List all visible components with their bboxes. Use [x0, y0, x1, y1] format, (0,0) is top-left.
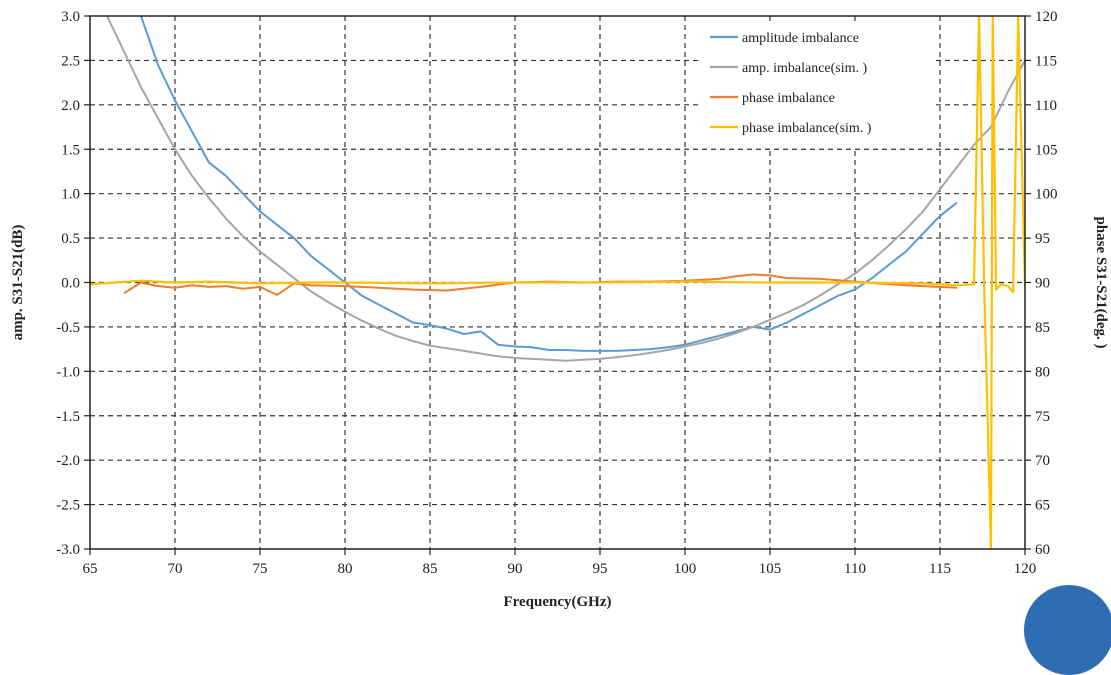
x-tick-label: 120 [1014, 561, 1037, 577]
y2-tick-label: 80 [1035, 364, 1050, 380]
y2-tick-label: 60 [1035, 542, 1050, 558]
y-tick-label: 2.0 [61, 98, 80, 114]
plot-series [90, 16, 1025, 549]
y2-tick-label: 100 [1035, 187, 1058, 203]
legend: amplitude imbalance amp. imbalance(sim. )… [700, 22, 932, 148]
x-tick-label: 90 [508, 561, 523, 577]
series-line-3 [90, 16, 1025, 549]
y-tick-label: -2.5 [56, 498, 80, 514]
x-tick-label: 75 [253, 561, 268, 577]
y2-tick-label: 75 [1035, 409, 1050, 425]
x-tick-label: 110 [844, 561, 866, 577]
y2-tick-label: 65 [1035, 498, 1050, 514]
y-tick-label: 0.5 [61, 231, 80, 247]
x-axis-label: Frequency(GHz) [503, 594, 611, 610]
y-tick-label: 3.0 [61, 9, 80, 25]
y-tick-label: -2.0 [56, 453, 80, 469]
series-line-0 [140, 16, 958, 352]
y-tick-label: -0.5 [56, 320, 80, 336]
x-tick-label: 65 [83, 561, 98, 577]
y-axis-label: amp. S31-S21(dB) [10, 225, 26, 341]
y2-tick-label: 110 [1035, 98, 1057, 114]
x-tick-label: 70 [168, 561, 183, 577]
y-axis-ticks: 3.0 2.5 2.0 1.5 1.0 0.5 0.0 -0.5 -1.0 -1.5 -2.0 -2.… [56, 9, 90, 558]
y-tick-label: 1.0 [61, 187, 80, 203]
y2-axis-label: phase S31-S21(deg. ) [1093, 216, 1109, 348]
legend-label-1: amp. imbalance(sim. ) [742, 61, 868, 76]
series-line-2 [123, 273, 958, 296]
y-tick-label: -3.0 [56, 542, 80, 558]
y2-tick-label: 95 [1035, 231, 1050, 247]
y2-tick-label: 70 [1035, 453, 1050, 469]
legend-label-3: phase imbalance(sim. ) [742, 121, 872, 136]
y2-axis-ticks: 120 115 110 105 100 95 90 85 80 75 70 65 60 [1025, 9, 1058, 558]
y-tick-label: -1.5 [56, 409, 80, 425]
y2-tick-label: 90 [1035, 276, 1050, 292]
x-tick-label: 85 [423, 561, 438, 577]
legend-background [700, 22, 932, 148]
y-tick-label: 1.5 [61, 142, 80, 158]
legend-label-0: amplitude imbalance [742, 31, 859, 46]
x-tick-label: 105 [759, 561, 782, 577]
y-tick-label: -1.0 [56, 364, 80, 380]
y2-tick-label: 115 [1035, 53, 1057, 69]
logo [1024, 585, 1111, 675]
x-tick-label: 100 [674, 561, 697, 577]
y2-tick-label: 85 [1035, 320, 1050, 336]
y2-tick-label: 105 [1035, 142, 1058, 158]
x-tick-label: 115 [929, 561, 951, 577]
x-tick-label: 95 [593, 561, 608, 577]
legend-label-2: phase imbalance [742, 91, 835, 106]
y-tick-label: 2.5 [61, 53, 80, 69]
x-axis-ticks: 65 70 75 80 85 90 95 100 105 110 115 120 [83, 549, 1037, 577]
y-tick-label: 0.0 [61, 276, 80, 292]
x-tick-label: 80 [338, 561, 353, 577]
series-line-1 [106, 16, 1025, 362]
chart: 65 70 75 80 85 90 95 100 105 110 115 120 3.0 2.5 2.0 1… [10, 9, 1109, 610]
y2-tick-label: 120 [1035, 9, 1058, 25]
